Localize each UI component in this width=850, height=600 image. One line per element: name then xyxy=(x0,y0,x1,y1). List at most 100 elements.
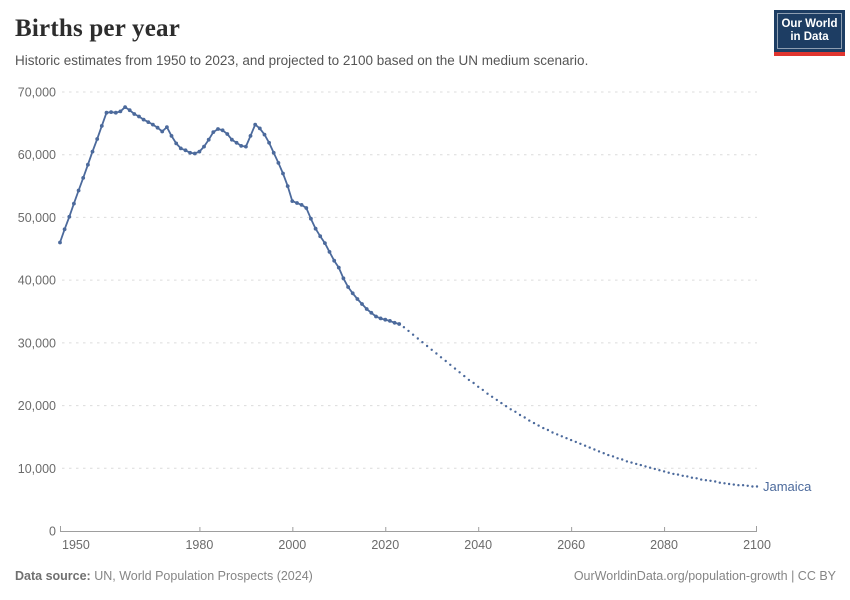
projection-dot xyxy=(727,482,731,486)
projection-dot xyxy=(621,458,624,461)
owid-logo-text: Our World in Data xyxy=(777,13,842,49)
data-point-marker xyxy=(336,265,341,270)
data-point-marker xyxy=(206,137,211,142)
data-point-marker xyxy=(290,199,295,204)
data-point-marker xyxy=(341,276,346,281)
projection-dot xyxy=(658,469,661,472)
owid-logo-accent-stripe xyxy=(774,52,845,56)
data-point-marker xyxy=(178,146,183,151)
entity-label: Jamaica xyxy=(763,479,812,494)
projection-dot xyxy=(681,474,684,477)
projection-dot xyxy=(500,401,503,405)
data-point-marker xyxy=(299,203,304,207)
x-tick-label: 1980 xyxy=(185,538,213,552)
page-title: Births per year xyxy=(15,15,181,42)
data-point-marker xyxy=(295,201,299,205)
data-point-marker xyxy=(374,314,378,319)
data-point-marker xyxy=(248,134,253,138)
data-point-marker xyxy=(350,291,355,296)
projection-dot xyxy=(569,438,573,442)
x-tick-label: 1950 xyxy=(62,538,90,552)
projection-dot xyxy=(672,472,675,476)
data-source: Data source: UN, World Population Prospe… xyxy=(15,569,313,583)
data-point-marker xyxy=(211,130,216,135)
data-point-marker xyxy=(104,110,109,115)
projection-dot xyxy=(556,433,559,436)
projection-dot xyxy=(616,457,619,460)
data-point-marker xyxy=(355,297,360,301)
data-point-marker xyxy=(332,258,337,263)
data-source-label: Data source: xyxy=(15,569,91,583)
projection-dot xyxy=(648,466,652,469)
projection-dot xyxy=(453,367,457,370)
data-point-marker xyxy=(318,234,323,239)
projection-dot xyxy=(416,337,419,340)
data-point-marker xyxy=(146,120,151,124)
data-point-marker xyxy=(397,322,402,326)
data-point-marker xyxy=(220,128,225,133)
projection-dot xyxy=(509,408,512,411)
y-tick-label: 50,000 xyxy=(18,211,56,225)
data-point-marker xyxy=(113,110,118,115)
projection-dot xyxy=(444,359,447,363)
y-tick-label: 0 xyxy=(49,525,56,539)
projection-dot xyxy=(690,476,694,479)
data-point-marker xyxy=(81,176,86,180)
data-point-marker xyxy=(364,307,369,311)
projection-dot xyxy=(686,475,689,478)
projection-dot xyxy=(695,477,698,480)
data-point-marker xyxy=(281,171,285,176)
projection-dot xyxy=(546,428,550,432)
owid-logo-line1: Our World xyxy=(781,18,838,30)
data-point-marker xyxy=(309,216,313,221)
data-point-marker xyxy=(388,319,392,323)
data-point-marker xyxy=(132,112,137,116)
projection-dot xyxy=(602,452,605,455)
data-point-marker xyxy=(137,114,141,119)
projection-dot xyxy=(630,461,633,464)
projection-dot xyxy=(407,329,410,333)
projection-dot xyxy=(732,483,735,486)
data-point-marker xyxy=(262,132,267,137)
data-point-marker xyxy=(225,132,230,136)
y-tick-label: 60,000 xyxy=(18,148,56,162)
data-point-marker xyxy=(369,310,374,315)
owid-logo-line2: in Data xyxy=(790,31,829,43)
projection-dot xyxy=(542,426,545,430)
data-point-marker xyxy=(392,320,397,325)
projection-dot xyxy=(574,440,577,444)
data-source-text: UN, World Population Prospects (2024) xyxy=(90,569,313,583)
projection-dot xyxy=(495,398,498,402)
projection-dot xyxy=(746,484,749,487)
data-point-marker xyxy=(76,188,81,193)
owid-logo[interactable]: Our World in Data xyxy=(774,10,845,56)
projection-dot xyxy=(593,448,596,451)
data-point-marker xyxy=(86,162,90,167)
data-point-marker xyxy=(123,105,127,109)
projection-dot xyxy=(565,437,568,440)
data-point-marker xyxy=(253,122,258,127)
projection-dot xyxy=(481,388,484,392)
projection-dot xyxy=(737,484,740,487)
data-point-marker xyxy=(285,184,290,189)
data-point-marker xyxy=(346,285,350,289)
projection-dot xyxy=(723,482,726,485)
owid-cc-by-link[interactable]: OurWorldinData.org/population-growth | C… xyxy=(573,569,836,583)
data-point-marker xyxy=(72,201,76,206)
projection-dot xyxy=(458,371,461,374)
data-point-marker xyxy=(58,240,62,245)
projection-dot xyxy=(597,450,601,453)
data-point-marker xyxy=(99,124,104,128)
y-tick-label: 70,000 xyxy=(18,86,56,100)
data-point-marker xyxy=(267,140,271,145)
data-point-marker xyxy=(197,149,202,154)
data-point-marker xyxy=(118,109,123,114)
projection-dot xyxy=(528,419,531,422)
y-tick-label: 40,000 xyxy=(18,274,56,288)
data-point-marker xyxy=(378,316,383,321)
data-point-marker xyxy=(95,137,100,141)
projection-dot xyxy=(439,356,443,359)
data-point-marker xyxy=(304,206,309,210)
